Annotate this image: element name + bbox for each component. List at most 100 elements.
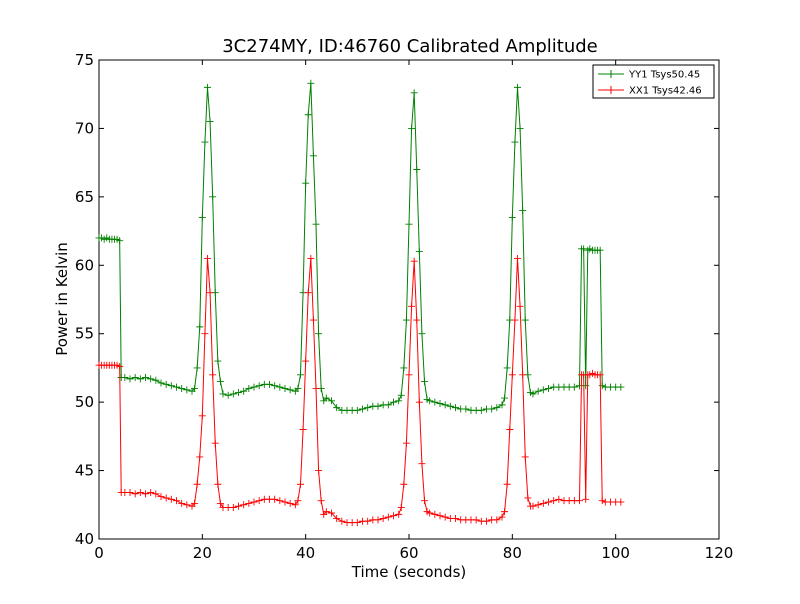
data-point	[201, 138, 209, 146]
data-point	[617, 383, 625, 391]
data-point	[410, 257, 418, 265]
data-point	[173, 383, 180, 391]
data-point	[328, 509, 335, 517]
data-point	[240, 387, 248, 395]
data-point	[116, 363, 124, 371]
data-point	[157, 379, 165, 387]
data-point	[309, 152, 317, 160]
data-point	[421, 497, 428, 505]
data-point	[266, 380, 273, 388]
data-point	[501, 508, 509, 516]
data-point	[250, 498, 258, 506]
data-point	[126, 488, 134, 496]
data-point	[307, 254, 315, 262]
data-point	[255, 382, 263, 390]
data-point	[436, 400, 444, 408]
y-tick-label: 70	[75, 119, 94, 137]
y-tick-label: 55	[75, 325, 94, 343]
y-tick-label: 40	[75, 530, 94, 548]
data-point	[286, 386, 294, 394]
data-point	[315, 467, 323, 475]
data-point	[508, 371, 516, 379]
data-point	[384, 513, 392, 521]
x-tick-label: 20	[193, 544, 212, 562]
data-point	[152, 490, 160, 498]
data-point	[477, 406, 485, 414]
data-point	[302, 179, 310, 187]
plot-frame	[98, 59, 720, 540]
data-point	[402, 439, 410, 447]
data-point	[206, 289, 214, 297]
data-point	[555, 495, 563, 503]
data-point	[229, 504, 237, 512]
data-point	[229, 390, 237, 398]
data-point	[390, 398, 397, 406]
data-point	[191, 384, 199, 392]
data-point	[408, 302, 416, 310]
data-point	[514, 254, 521, 262]
data-point	[201, 330, 209, 338]
data-point	[529, 502, 537, 510]
x-tick-label: 80	[503, 544, 522, 562]
data-point	[157, 493, 165, 501]
data-point	[255, 497, 263, 505]
series-layer	[95, 79, 625, 527]
legend: YY1 Tsys50.45 XX1 Tsys42.46	[592, 64, 715, 99]
data-point	[211, 439, 219, 447]
data-point	[379, 514, 387, 522]
data-point	[281, 498, 289, 506]
data-point	[271, 495, 279, 503]
data-point	[245, 384, 253, 392]
data-point	[353, 406, 361, 414]
x-tick-label: 100	[601, 544, 630, 562]
data-point	[441, 401, 449, 409]
data-point	[413, 165, 421, 173]
data-point	[193, 480, 201, 488]
x-axis: 0 20 40 60 80 100 120	[94, 60, 733, 562]
data-point	[415, 398, 423, 406]
data-point	[147, 488, 155, 496]
data-point	[503, 364, 511, 372]
data-point	[508, 213, 516, 221]
data-point	[405, 371, 413, 379]
data-point	[545, 498, 552, 506]
data-point	[271, 382, 279, 390]
data-point	[550, 497, 558, 505]
data-point	[312, 220, 320, 228]
data-point	[191, 499, 199, 507]
data-point	[421, 378, 428, 386]
chart-title: 3C274MY, ID:46760 Calibrated Amplitude	[222, 36, 598, 57]
y-tick-label: 65	[75, 188, 94, 206]
data-point	[462, 405, 470, 413]
data-point	[235, 502, 242, 510]
data-point	[516, 124, 524, 132]
data-point	[333, 404, 341, 412]
data-point	[286, 499, 294, 507]
data-point	[297, 371, 304, 379]
data-point	[519, 371, 527, 379]
data-point	[493, 404, 501, 412]
data-point	[397, 391, 405, 399]
data-point	[598, 497, 606, 505]
data-point	[224, 391, 232, 399]
data-point	[374, 402, 382, 410]
data-point	[364, 404, 372, 412]
data-point	[309, 316, 317, 324]
data-point	[198, 412, 206, 420]
data-point	[359, 405, 366, 413]
y-tick-label: 45	[75, 462, 94, 480]
data-point	[472, 516, 480, 524]
data-point	[121, 374, 129, 382]
data-point	[250, 383, 258, 391]
data-point	[395, 510, 403, 518]
data-point	[219, 390, 227, 398]
data-point	[162, 494, 170, 502]
x-tick-label: 40	[296, 544, 315, 562]
data-point	[436, 512, 444, 520]
data-point	[307, 79, 315, 87]
data-point	[173, 497, 180, 505]
legend-marker	[607, 70, 615, 78]
data-point	[209, 193, 217, 201]
data-point	[418, 330, 426, 338]
